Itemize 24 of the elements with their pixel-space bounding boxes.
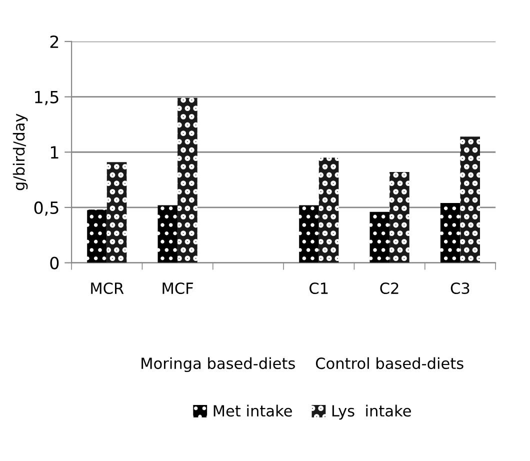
x-tick-label: C3 [450,282,470,294]
y-axis-title: g/bird/day [12,114,28,190]
x-tick-label: MCR [91,282,124,294]
y-tick-label: 0 [50,256,59,270]
y-tick-label: 0,5 [34,201,58,216]
bar [178,98,198,263]
y-tick-label: 1,5 [35,90,58,106]
bar [87,210,107,263]
bar [460,136,480,263]
x-tick-label: C2 [380,282,398,294]
x-tick-label: C1 [310,282,328,294]
y-tick-label: 1 [50,146,58,158]
x-tick-label: MCF [162,282,193,294]
legend-label: Met intake [214,404,292,417]
bar [440,203,460,263]
legend-label: Lys intake [332,404,411,420]
bar [390,172,410,263]
bar [370,212,390,263]
x-axis-title: Moringa based-diets Control based-diets [142,357,464,372]
bar [299,205,319,263]
bar [158,205,178,263]
bar [106,162,127,263]
y-tick-label: 2 [50,35,58,48]
bar [318,158,339,263]
